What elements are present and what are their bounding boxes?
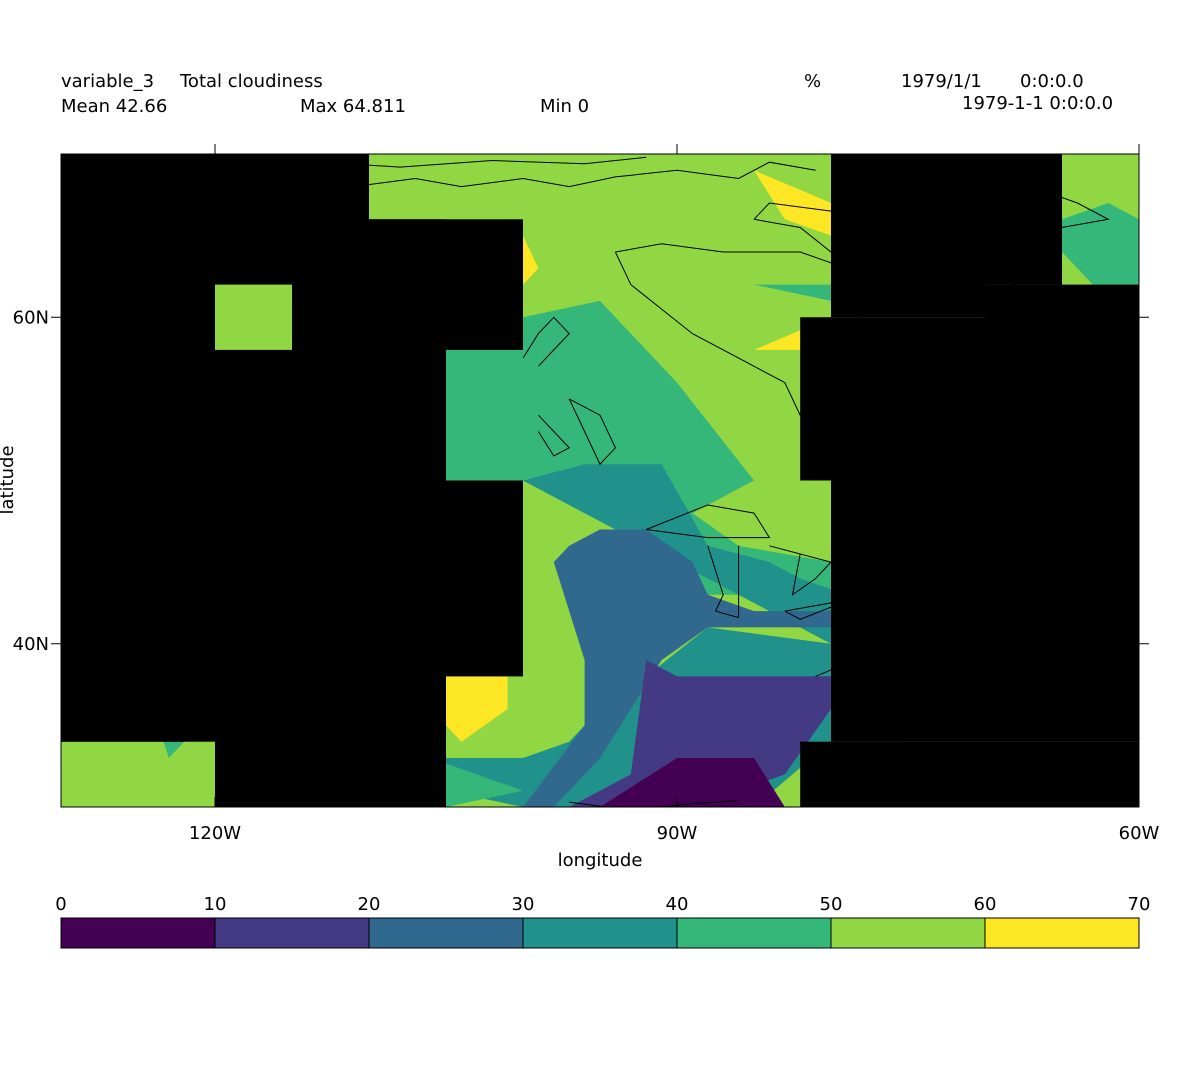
variable-name: variable_3 [61, 71, 155, 92]
plot-area [61, 154, 1139, 807]
contour-band-20 [1062, 203, 1139, 285]
missing-cell-17 [985, 154, 1062, 285]
contour-band-3 [446, 529, 908, 807]
contour-band-23 [430, 758, 523, 807]
date-label: 1979/1/1 [901, 71, 982, 92]
colorbar-label-2: 20 [358, 894, 381, 915]
contour-band-1 [446, 300, 908, 595]
colorbar-swatch-5 [830, 917, 986, 949]
missing-cell-7 [369, 480, 523, 677]
x-tick-label-2: 60W [1119, 823, 1160, 844]
coastline-16 [569, 800, 739, 807]
coastline-13 [838, 578, 893, 592]
missing-cell-6 [369, 219, 523, 350]
missing-cell-13 [831, 611, 1139, 742]
coastline-8 [537, 414, 571, 457]
colorbar-swatch-4 [676, 917, 832, 949]
colorbar-label-5: 50 [820, 894, 843, 915]
max-stat: Max 64.811 [300, 96, 406, 117]
missing-cell-16 [985, 284, 1139, 481]
min-stat: Min 0 [540, 96, 590, 117]
contour-band-7 [446, 676, 508, 742]
coastline-14 [815, 529, 1124, 677]
time-label: 0:0:0.0 [1020, 71, 1084, 92]
colorbar-label-1: 10 [204, 894, 227, 915]
coastline-10 [707, 545, 740, 619]
missing-cell-1 [61, 154, 215, 742]
contour-band-0 [292, 154, 908, 563]
y-tick-label-0: 60N [13, 307, 49, 328]
mean-stat: Mean 42.66 [61, 96, 168, 117]
coastline-11 [769, 545, 832, 596]
coastline-4 [861, 267, 1016, 294]
x-tick-label-1: 90W [657, 823, 698, 844]
plot-frame [60, 153, 1140, 808]
coastlines [152, 154, 1124, 807]
missing-cell-15 [800, 741, 831, 807]
coastline-6 [522, 316, 570, 367]
coastline-0 [307, 161, 816, 204]
timestamp-label: 1979-1-1 0:0:0.0 [962, 93, 1114, 114]
missing-cell-12 [831, 741, 1139, 807]
x-axis-label: longitude [558, 850, 643, 871]
contour-band-4 [569, 660, 831, 807]
contour-bands [61, 154, 1139, 807]
coastline-7 [568, 398, 616, 466]
coastline-3 [753, 202, 863, 253]
colorbar-label-0: 0 [55, 894, 66, 915]
colorbar-label-3: 30 [512, 894, 535, 915]
missing-cell-2 [61, 676, 185, 742]
x-tick-label-0: 120W [189, 823, 241, 844]
missing-data-mask [61, 154, 1139, 807]
contour-band-6 [754, 170, 831, 236]
coastline-1 [322, 156, 647, 168]
missing-cell-9 [800, 317, 985, 481]
coastline-12 [784, 597, 855, 620]
colorbar-swatch-2 [368, 917, 524, 949]
colorbar-label-4: 40 [666, 894, 689, 915]
units-label: % [804, 71, 822, 92]
colorbar-swatch-3 [522, 917, 678, 949]
colorbar: 0 10 20 30 40 50 60 70 [55, 894, 1151, 949]
colorbar-label-7: 70 [1128, 894, 1151, 915]
colorbar-swatch-1 [214, 917, 370, 949]
coastline-15 [152, 684, 185, 734]
coastline-5 [984, 154, 1110, 228]
contour-band-8 [523, 235, 539, 285]
y-tick-label-1: 40N [13, 634, 49, 655]
coastline-2 [614, 243, 894, 449]
colorbar-swatch-0 [60, 917, 216, 949]
contour-band-16 [215, 284, 292, 350]
missing-cell-11 [908, 480, 1139, 612]
colorbar-label-6: 60 [974, 894, 997, 915]
coastline-9 [646, 504, 771, 539]
contour-band-21 [754, 284, 831, 301]
y-axis-label: latitude [0, 445, 18, 514]
variable-long-name: Total cloudiness [180, 71, 323, 92]
colorbar-swatch-6 [984, 917, 1140, 949]
axes: 120W 90W 60W 60N 40N [13, 144, 1160, 844]
contour-band-5 [600, 758, 785, 807]
